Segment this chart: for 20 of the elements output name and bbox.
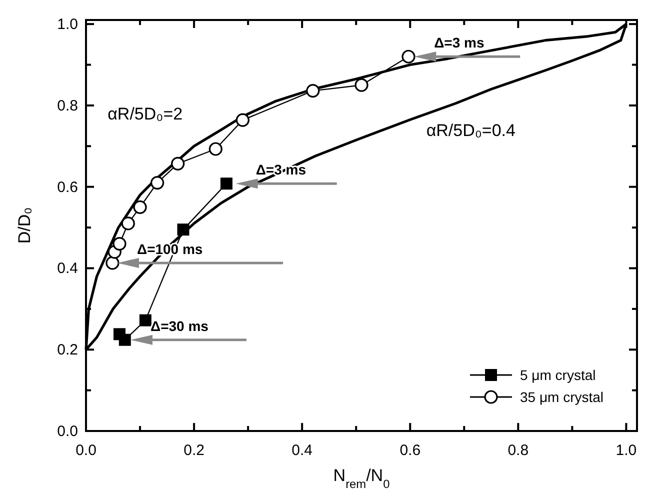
x-axis-title: N$_{rem}$/N$_{0}$: [333, 466, 390, 491]
x-tick-label: 0.0: [76, 442, 96, 459]
x-tick-label: 1.0: [616, 442, 637, 459]
y-tick-label: 0.6: [57, 178, 78, 196]
annotation: Δ=30 ms: [150, 318, 209, 334]
series-label: αR/5D₀=2: [108, 104, 183, 124]
legend-label: 35 μm crystal: [520, 389, 604, 405]
series-label: αR/5D₀=0.4: [426, 120, 516, 140]
y-tick-label: 0.4: [57, 260, 78, 278]
y-axis-title: D/D₀: [15, 207, 34, 244]
y-tick-label: 0.8: [57, 97, 78, 114]
x-tick-label: 0.6: [400, 442, 421, 459]
y-tick-label: 1.0: [57, 16, 78, 34]
y-tick-label: 0.2: [57, 342, 78, 359]
x-tick-label: 0.4: [292, 442, 313, 459]
annotation: Δ=3 ms: [434, 34, 484, 51]
y-tick-label: 0.0: [57, 423, 78, 440]
x-tick-label: 0.8: [508, 442, 529, 459]
x-tick-label: 0.2: [184, 442, 204, 459]
legend-label: 5 μm crystal: [520, 367, 596, 383]
